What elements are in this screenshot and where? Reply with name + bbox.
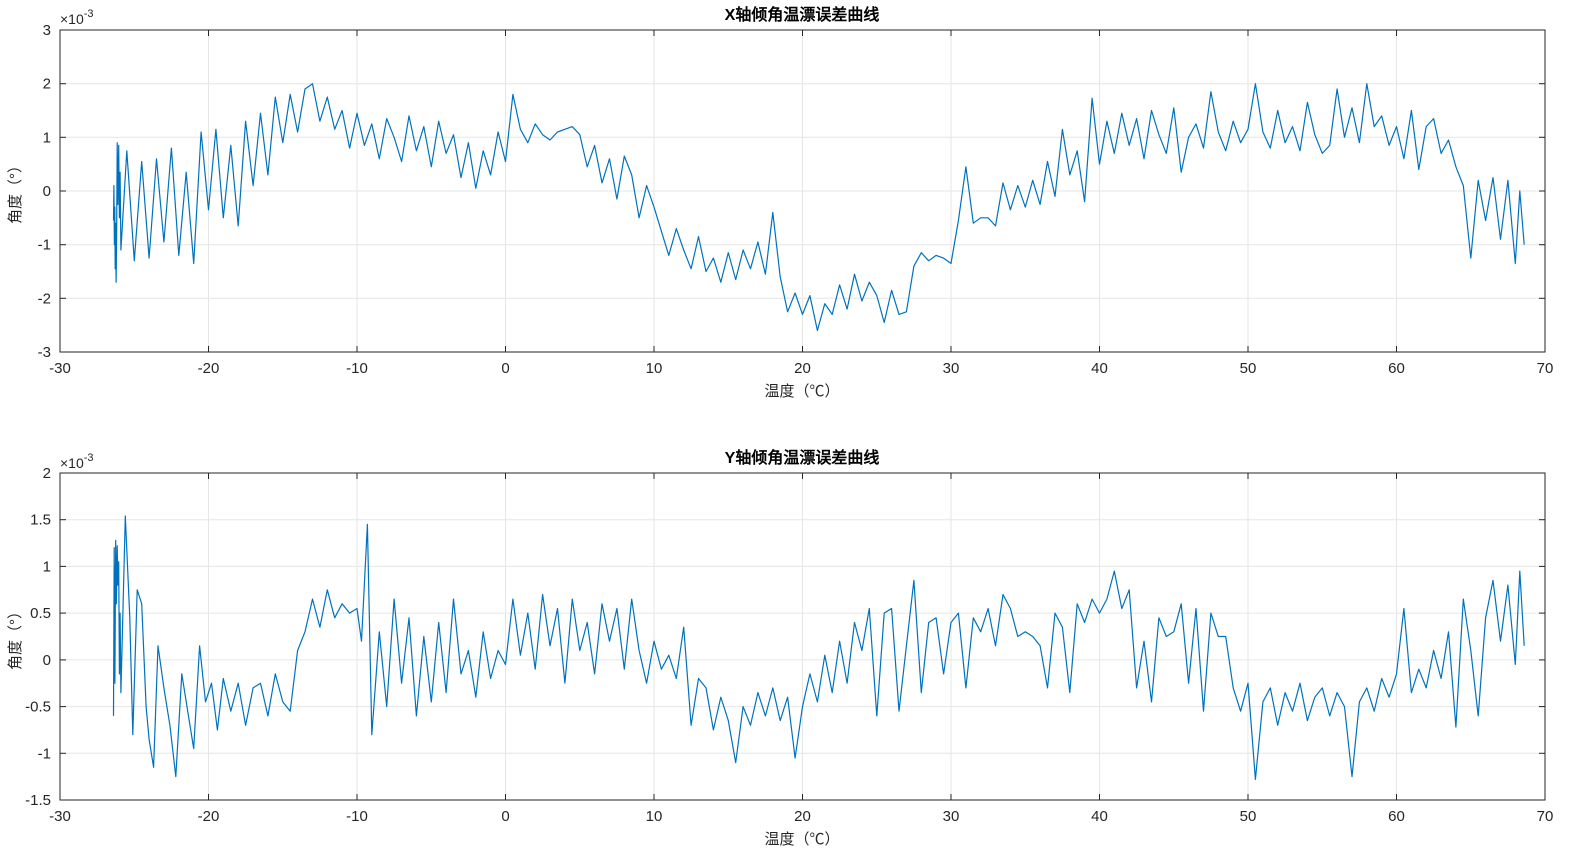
x-tick-label: 70 [1537, 360, 1554, 377]
x-axis-label: 温度（℃） [764, 383, 839, 400]
x-tick-label: -10 [346, 360, 368, 377]
y-tick-label: -1.5 [25, 792, 51, 809]
x-tick-label: 30 [943, 360, 960, 377]
y-tick-label: 0 [43, 652, 51, 669]
x-tick-label: 30 [943, 808, 960, 825]
chart-title: X轴倾角温漂误差曲线 [725, 5, 880, 24]
y-axis-label: 角度（°） [7, 604, 24, 670]
x-tick-label: 10 [646, 808, 663, 825]
series-line [112, 515, 1525, 780]
x-tick-label: -20 [198, 808, 220, 825]
x-tick-label: 20 [794, 360, 811, 377]
x-tick-label: 70 [1537, 808, 1554, 825]
y-tick-label: -1 [38, 237, 51, 254]
x-tick-label: 50 [1240, 360, 1257, 377]
y-tick-label: 1 [43, 558, 51, 575]
series-line [112, 83, 1525, 332]
x-tick-label: 20 [794, 808, 811, 825]
y-tick-label: -1 [38, 745, 51, 762]
x-tick-label: 10 [646, 360, 663, 377]
x-tick-label: 40 [1091, 808, 1108, 825]
y-tick-label: 0 [43, 183, 51, 200]
x-tick-label: -30 [49, 808, 71, 825]
y-tick-label: 1.5 [30, 512, 51, 529]
y-axis-multiplier: ×10-3 [60, 452, 94, 471]
x-tick-label: 50 [1240, 808, 1257, 825]
y-tick-label: 3 [43, 22, 51, 39]
y-axis-label: 角度（°） [7, 158, 24, 224]
x-tick-label: -30 [49, 360, 71, 377]
x-tick-label: 60 [1388, 360, 1405, 377]
y-tick-label: 0.5 [30, 605, 51, 622]
x-tick-label: 40 [1091, 360, 1108, 377]
chart-y-axis-tilt-drift: -30 -20 -10 0 10 20 30 40 50 60 70 -1.5 -1 -0.5 0 0.5 1 1… [7, 448, 1553, 848]
chart-title: Y轴倾角温漂误差曲线 [725, 448, 880, 467]
plot-area: -30 -20 -10 0 10 20 30 40 50 60 70 -1.5 -1 -0.5 0 0.5 1 1… [25, 465, 1553, 825]
y-tick-label: 1 [43, 129, 51, 146]
x-tick-label: -20 [198, 360, 220, 377]
x-tick-label: -10 [346, 808, 368, 825]
y-tick-label: -2 [38, 290, 51, 307]
y-tick-label: 2 [43, 465, 51, 482]
y-tick-label: 2 [43, 76, 51, 93]
y-tick-label: -0.5 [25, 699, 51, 716]
y-axis-multiplier: ×10-3 [60, 8, 94, 27]
x-axis-label: 温度（℃） [764, 831, 839, 848]
y-tick-label: -3 [38, 344, 51, 361]
x-tick-label: 60 [1388, 808, 1405, 825]
x-tick-label: 0 [501, 360, 509, 377]
x-tick-label: 0 [501, 808, 509, 825]
